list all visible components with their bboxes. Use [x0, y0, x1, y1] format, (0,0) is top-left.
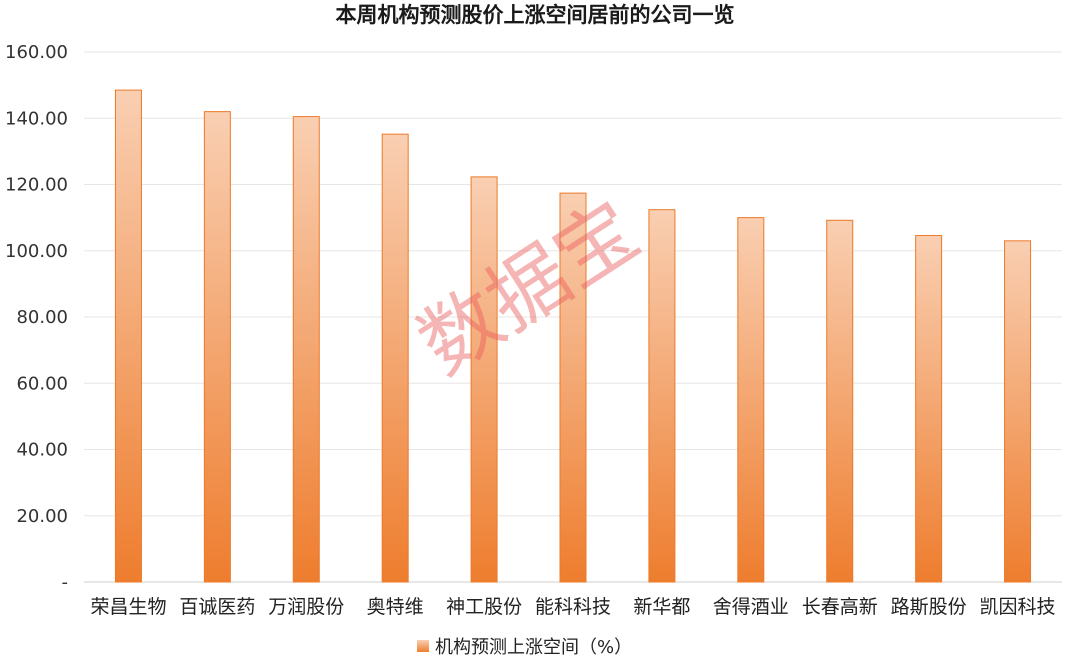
- y-tick-label: 100.00: [5, 241, 68, 262]
- y-tick-label: 40.00: [16, 440, 68, 461]
- x-tick-label: 荣昌生物: [90, 596, 166, 618]
- x-tick-label: 长春高新: [802, 596, 878, 618]
- x-tick-label: 奥特维: [367, 596, 424, 618]
- x-tick-label: 能科科技: [535, 596, 611, 618]
- bars: [114, 89, 1032, 583]
- x-tick-label: 凯因科技: [980, 596, 1056, 618]
- y-tick-label: 60.00: [16, 373, 68, 394]
- bar: [381, 133, 409, 583]
- bar: [648, 209, 676, 583]
- legend-label: 机构预测上涨空间（%）: [435, 637, 632, 658]
- watermark: 数据宝: [403, 184, 655, 393]
- x-tick-label: 路斯股份: [891, 596, 967, 618]
- x-tick-label: 百诚医药: [179, 596, 255, 618]
- y-tick-label: 20.00: [16, 506, 68, 527]
- x-axis: 荣昌生物 百诚医药 万润股份 奥特维 神工股份 能科科技 新华都 舍得酒业 长春高新 路斯股份 凯因…: [90, 596, 1055, 618]
- x-tick-label: 新华都: [633, 596, 690, 618]
- y-tick-label: 160.00: [5, 42, 68, 63]
- y-tick-label: 140.00: [5, 108, 68, 129]
- legend: 机构预测上涨空间（%）: [417, 637, 632, 658]
- y-tick-label: -: [62, 572, 69, 593]
- bar: [114, 89, 142, 583]
- bar: [203, 111, 231, 583]
- bar: [737, 217, 765, 583]
- x-tick-label: 万润股份: [268, 596, 344, 618]
- bar: [826, 219, 854, 583]
- legend-swatch: [417, 640, 429, 652]
- y-tick-label: 120.00: [5, 175, 68, 196]
- chart-title: 本周机构预测股价上涨空间居前的公司一览: [336, 3, 735, 27]
- bar: [470, 176, 498, 583]
- bar: [292, 116, 320, 583]
- y-tick-label: 80.00: [16, 307, 68, 328]
- x-tick-label: 舍得酒业: [713, 596, 789, 618]
- bar: [559, 192, 587, 583]
- bar: [1004, 240, 1032, 583]
- y-axis: - 20.00 40.00 60.00 80.00 100.00 120.00 140.00 1…: [5, 42, 68, 593]
- bar: [915, 235, 943, 583]
- x-tick-label: 神工股份: [446, 596, 522, 618]
